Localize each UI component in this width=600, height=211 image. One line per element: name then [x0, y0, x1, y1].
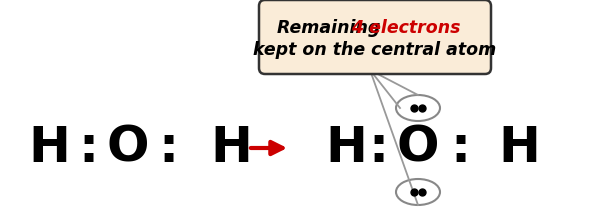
- Text: H: H: [28, 124, 70, 172]
- Text: Remaining: Remaining: [277, 19, 386, 37]
- Text: kept on the central atom: kept on the central atom: [253, 41, 497, 59]
- Text: :: :: [78, 124, 98, 172]
- FancyBboxPatch shape: [259, 0, 491, 74]
- Text: H: H: [498, 124, 540, 172]
- Text: :: :: [368, 124, 388, 172]
- Text: :: :: [158, 124, 178, 172]
- Text: O: O: [107, 124, 149, 172]
- Text: H: H: [325, 124, 367, 172]
- Text: 4 electrons: 4 electrons: [351, 19, 461, 37]
- Text: O: O: [397, 124, 439, 172]
- Text: :: :: [450, 124, 470, 172]
- Text: H: H: [210, 124, 252, 172]
